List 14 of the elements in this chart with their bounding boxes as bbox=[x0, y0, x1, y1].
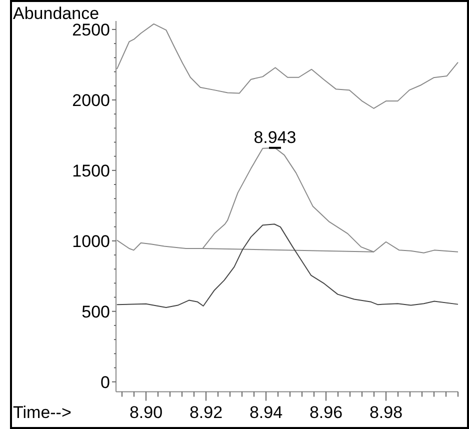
annotation: 8.943 bbox=[254, 128, 296, 147]
x-tick-label: 8.92 bbox=[189, 403, 223, 422]
x-tick-label: 8.90 bbox=[129, 403, 163, 422]
y-tick-label: 2500 bbox=[72, 20, 110, 40]
y-tick-label: 0 bbox=[100, 372, 110, 392]
x-tick-label: 8.94 bbox=[249, 403, 283, 422]
x-axis-title: Time--> bbox=[13, 403, 72, 422]
y-axis-title: Abundance bbox=[13, 4, 100, 23]
y-tick-label: 1500 bbox=[72, 161, 110, 180]
x-tick-label: 8.98 bbox=[369, 403, 403, 422]
x-tick-label: 8.96 bbox=[309, 403, 343, 422]
y-tick-label: 1000 bbox=[72, 232, 110, 251]
y-tick-label: 2000 bbox=[72, 90, 110, 110]
y-tick-label: 500 bbox=[82, 302, 110, 322]
